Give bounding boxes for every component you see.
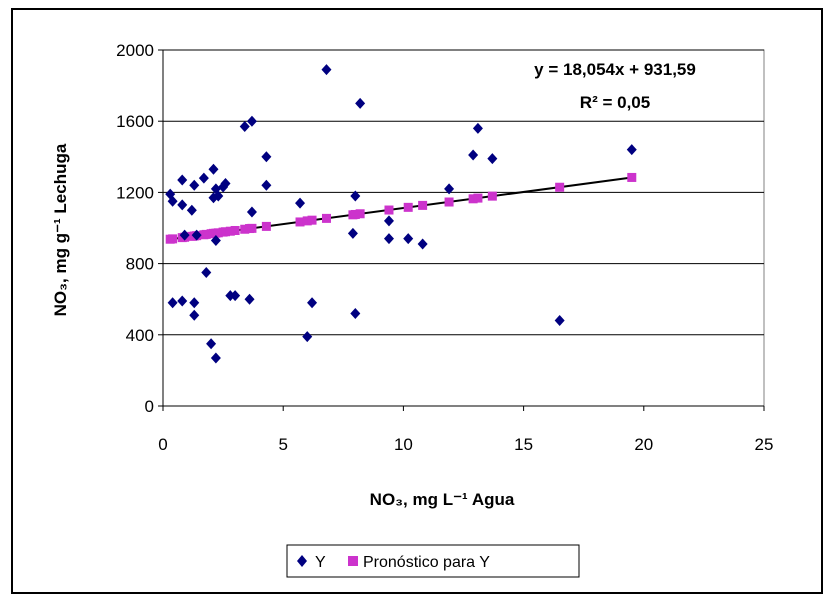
x-tick-labels: 0 5 10 15 20 25 [158,435,773,454]
forecast-point [473,193,483,203]
forecast-point [403,202,413,212]
y-data-point [444,183,455,195]
y-data-point [177,295,188,307]
y-data-point [321,64,332,76]
x-tick-label: 10 [394,435,413,454]
r-squared: R² = 0,05 [580,93,650,112]
y-data-point [472,122,483,134]
forecast-point [307,215,317,225]
y-data-point [261,151,272,163]
y-data-point [355,97,366,109]
y-data-point [302,331,313,343]
legend-label-y: Y [315,554,326,571]
y-data-point [206,338,217,350]
forecast-point [355,209,365,219]
forecast-point [487,191,497,201]
y-data-point [210,352,221,364]
y-data-point [167,297,178,309]
forecast-point [321,213,331,223]
y-tick-labels: 0 400 800 1200 1600 2000 [116,41,154,416]
forecast-point [225,226,235,236]
y-data-point [347,227,358,239]
y-data-point [246,115,257,127]
legend: Y Pronóstico para Y [286,544,580,578]
data-points [165,64,637,364]
forecast-point [350,209,360,219]
y-data-point [350,190,361,202]
y-data-point [383,215,394,227]
legend-marker-forecast [348,556,358,566]
x-tick-label: 15 [514,435,533,454]
forecast-point [230,225,240,235]
y-data-point [220,178,231,189]
y-data-point [186,204,197,216]
forecast-point [627,172,637,182]
y-data-point [350,307,361,319]
gridlines [158,49,765,411]
legend-box [286,544,580,578]
y-data-point [177,174,188,186]
forecast-point [201,229,211,239]
y-tick-label: 400 [126,326,154,345]
forecast-point [261,221,271,231]
y-data-point [246,206,257,218]
forecast-point [555,182,565,192]
y-data-point [554,315,565,327]
y-data-point [213,190,224,202]
y-tick-label: 2000 [116,41,154,60]
y-tick-label: 1200 [116,183,154,202]
forecast-point [468,194,478,204]
y-data-point [191,229,202,241]
y-data-point [189,179,200,191]
x-tick-label: 5 [278,435,287,454]
x-axis-title: NO₃, mg L⁻¹ Agua [370,490,515,509]
y-data-point [179,229,190,241]
forecast-point [302,216,312,226]
y-axis-title: NO₃, mg g⁻¹ Lechuga [51,143,70,316]
y-data-point [208,163,219,175]
y-data-point [189,309,200,321]
y-data-point [167,195,178,207]
x-tick-label: 25 [755,435,774,454]
legend-label-forecast: Pronóstico para Y [363,554,490,571]
forecast-point [221,227,231,237]
y-data-point [239,121,250,133]
forecast-point [418,200,428,210]
y-data-point [468,149,479,161]
y-data-point [307,297,318,309]
forecast-point [444,197,454,207]
y-data-point [189,297,200,309]
y-data-point [244,293,255,305]
y-data-point [626,144,637,156]
y-data-point [261,179,272,191]
y-tick-label: 1600 [116,112,154,131]
forecast-point [247,223,257,233]
forecast-point [213,228,223,238]
trend-equation: y = 18,054x + 931,59 [534,60,696,79]
y-tick-label: 0 [145,397,154,416]
x-tick-label: 0 [158,435,167,454]
forecast-point [384,205,394,215]
y-data-point [230,290,241,302]
forecast-point [240,224,250,234]
x-tick-label: 20 [634,435,653,454]
y-data-point [383,233,394,245]
forecast-point [168,234,178,244]
legend-marker-y [297,555,307,567]
y-data-point [177,199,188,211]
y-data-point [417,238,428,250]
y-data-point [487,153,498,165]
y-data-point [403,233,414,245]
forecast-point [295,217,305,227]
y-tick-label: 800 [126,255,154,274]
y-data-point [210,234,221,246]
y-data-point [198,172,209,184]
y-data-point [295,197,306,209]
y-data-point [201,267,212,278]
